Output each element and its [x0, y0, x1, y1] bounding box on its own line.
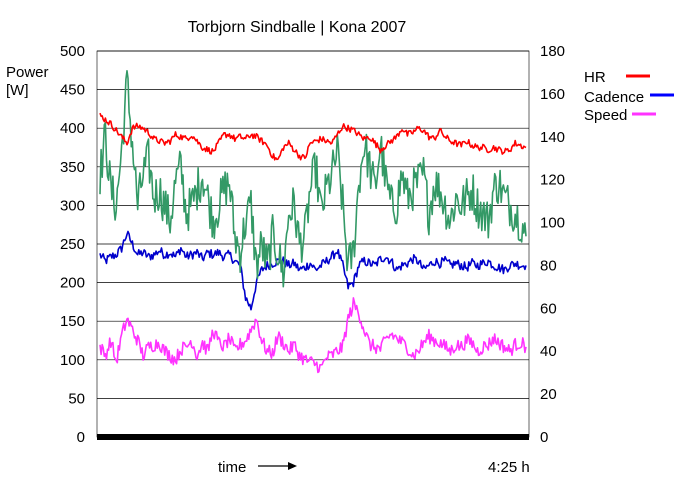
chart-title: Torbjorn Sindballe | Kona 2007	[188, 19, 407, 36]
right-tick-label-5: 100	[540, 215, 565, 232]
left-tick-label-0: 0	[77, 429, 85, 446]
left-axis-ticks: 0 50 100 150 200 250 300 350 400 450 500	[60, 43, 85, 446]
right-tick-label-0: 0	[540, 429, 548, 446]
series-line-cadence	[99, 230, 527, 311]
right-tick-label-6: 120	[540, 172, 565, 189]
right-tick-label-8: 160	[540, 86, 565, 103]
legend-label-hr: HR	[584, 69, 606, 86]
series-line-speed	[99, 297, 527, 374]
legend-label-speed: Speed	[584, 107, 627, 124]
series-layer	[99, 70, 527, 374]
legend-label-cadence: Cadence	[584, 89, 644, 106]
left-tick-label-4: 200	[60, 275, 85, 292]
left-axis-label-line-2: [W]	[6, 82, 29, 99]
legend: HR Cadence Speed	[584, 69, 674, 124]
right-tick-label-9: 180	[540, 43, 565, 60]
right-tick-label-3: 60	[540, 300, 557, 317]
right-tick-label-4: 80	[540, 257, 557, 274]
right-axis-ticks: 0 20 40 60 80 100 120 140 160 180	[540, 43, 565, 446]
right-tick-label-7: 140	[540, 129, 565, 146]
left-tick-label-3: 150	[60, 313, 85, 330]
left-tick-label-8: 400	[60, 120, 85, 137]
left-tick-label-7: 350	[60, 159, 85, 176]
left-tick-label-10: 500	[60, 43, 85, 60]
left-tick-label-6: 300	[60, 197, 85, 214]
right-tick-label-2: 40	[540, 343, 557, 360]
left-tick-label-1: 50	[68, 390, 85, 407]
left-axis-label-line-1: Power	[6, 64, 49, 81]
arrow-right-icon	[258, 462, 297, 470]
left-tick-label-2: 100	[60, 352, 85, 369]
x-axis-label: time	[218, 459, 246, 476]
x-axis-end-label: 4:25 h	[488, 459, 530, 476]
series-line-hr	[99, 112, 527, 161]
left-tick-label-5: 250	[60, 236, 85, 253]
right-tick-label-1: 20	[540, 386, 557, 403]
series-line-power	[99, 70, 527, 288]
time-axis-bar	[97, 434, 529, 440]
left-tick-label-9: 450	[60, 82, 85, 99]
